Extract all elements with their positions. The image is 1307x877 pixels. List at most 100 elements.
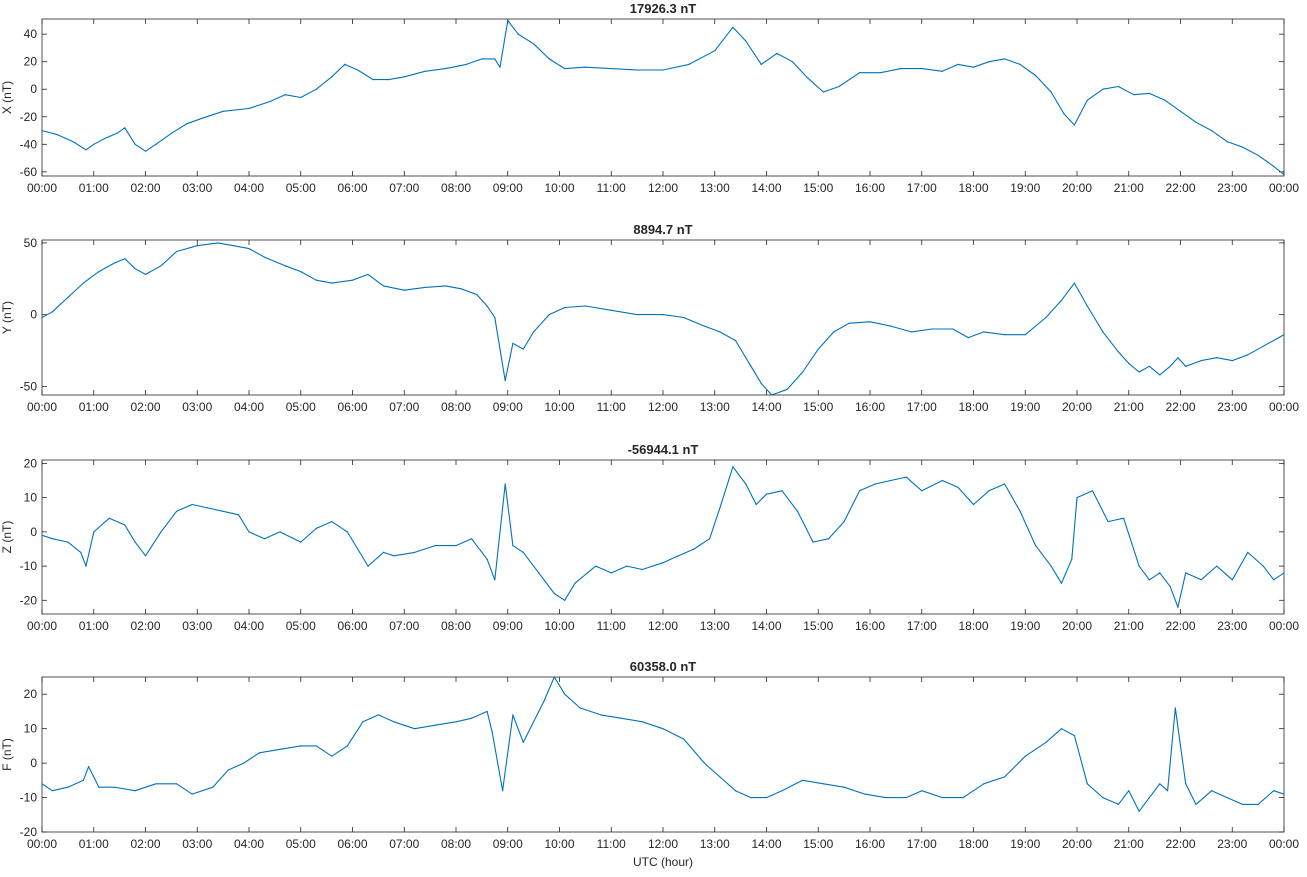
panel-4: 00:00 01:00 02:00 03:00 04:00 05:00 06:00 07:00… — [0, 659, 1299, 851]
data-point — [284, 265, 286, 267]
data-point — [533, 721, 535, 723]
data-point — [393, 555, 395, 557]
x-tick-label: 00:00 — [1269, 181, 1299, 195]
data-point — [786, 388, 788, 390]
data-point — [584, 66, 587, 68]
data-point — [1200, 579, 1202, 581]
data-point — [1148, 797, 1150, 799]
x-tick-label: 16:00 — [855, 181, 885, 195]
x-tick-label: 15:00 — [803, 837, 833, 851]
data-point — [191, 793, 193, 795]
data-point — [300, 541, 302, 543]
series-line — [42, 19, 1284, 176]
data-point — [1086, 783, 1088, 785]
data-point — [1128, 790, 1130, 792]
data-point — [134, 268, 136, 270]
data-point — [103, 138, 105, 140]
data-point — [662, 69, 664, 71]
x-tick-label: 04:00 — [234, 181, 264, 195]
data-point — [931, 328, 933, 330]
data-point — [817, 348, 819, 350]
data-point — [212, 786, 214, 788]
data-point — [414, 551, 416, 554]
data-point — [315, 527, 317, 530]
data-point — [144, 555, 147, 557]
x-tick-label: 07:00 — [389, 400, 419, 414]
x-tick-label: 09:00 — [493, 619, 523, 633]
data-point — [42, 316, 43, 319]
data-point — [491, 731, 493, 733]
data-point — [910, 331, 913, 333]
data-point — [502, 790, 504, 792]
data-point — [1211, 790, 1213, 792]
x-tick-label: 21:00 — [1114, 837, 1144, 851]
data-point — [941, 797, 944, 799]
data-point — [848, 322, 850, 324]
data-point — [1273, 790, 1275, 792]
x-tick-label: 12:00 — [648, 837, 678, 851]
axes-box — [41, 676, 1285, 833]
data-point — [781, 790, 783, 792]
x-tick-label: 16:00 — [855, 837, 885, 851]
data-point — [93, 531, 95, 533]
data-point — [843, 521, 845, 523]
data-point — [238, 514, 240, 516]
x-tick-label: 06:00 — [337, 181, 367, 195]
data-point — [88, 766, 90, 768]
data-point — [113, 262, 115, 264]
x-tick-label: 12:00 — [648, 619, 678, 633]
y-axis-label: X (nT) — [0, 81, 14, 114]
data-point — [1179, 110, 1182, 112]
data-point — [584, 305, 587, 307]
data-point — [67, 296, 69, 298]
data-point — [144, 273, 147, 275]
x-tick-label: 19:00 — [1010, 400, 1040, 414]
data-point — [957, 486, 959, 488]
data-point — [843, 786, 845, 788]
data-point — [626, 565, 628, 567]
data-point — [279, 531, 281, 533]
data-point — [781, 490, 783, 492]
data-point — [1060, 299, 1063, 301]
data-point — [879, 72, 881, 74]
data-point — [279, 748, 281, 750]
data-point — [1102, 331, 1104, 333]
data-point — [1242, 803, 1244, 806]
data-point — [988, 490, 990, 492]
data-point — [952, 328, 954, 330]
data-point — [372, 79, 374, 81]
data-point — [884, 797, 887, 799]
data-point — [760, 382, 762, 385]
data-point — [196, 245, 198, 247]
x-tick-label: 03:00 — [182, 619, 212, 633]
x-tick-label: 04:00 — [234, 619, 264, 633]
data-point — [1195, 803, 1197, 806]
data-point — [941, 70, 944, 72]
data-point — [1148, 365, 1150, 367]
data-point — [217, 242, 219, 244]
x-tick-label: 09:00 — [493, 400, 523, 414]
data-point — [1283, 572, 1284, 574]
data-point — [745, 483, 747, 485]
x-tick-label: 20:00 — [1062, 400, 1092, 414]
x-tick-label: 18:00 — [958, 400, 988, 414]
data-point — [470, 717, 473, 719]
data-point — [424, 70, 426, 72]
data-point — [494, 579, 496, 581]
data-point — [1060, 728, 1063, 730]
data-point — [486, 305, 488, 307]
data-point — [445, 285, 447, 287]
data-point — [1091, 490, 1094, 492]
data-point — [346, 531, 348, 533]
data-point — [538, 572, 540, 574]
data-point — [108, 517, 110, 519]
x-tick-label: 11:00 — [597, 837, 626, 851]
x-tick-label: 12:00 — [648, 181, 678, 195]
y-tick-label: 20 — [24, 456, 38, 470]
x-tick-label: 14:00 — [751, 400, 781, 414]
data-point — [1148, 92, 1150, 94]
data-point — [1177, 357, 1179, 359]
series-line — [42, 242, 1284, 395]
x-tick-label: 16:00 — [855, 400, 885, 414]
data-point — [1035, 545, 1037, 547]
